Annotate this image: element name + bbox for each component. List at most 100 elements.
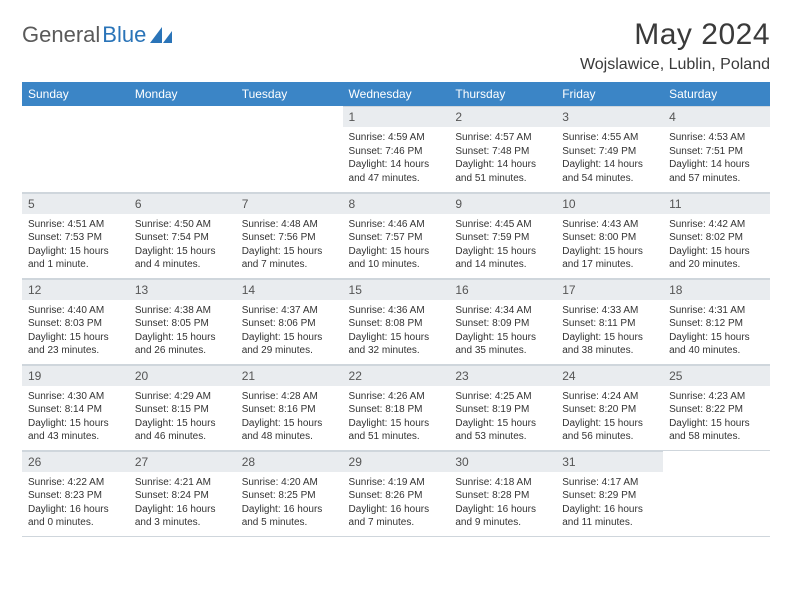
day-details: Sunrise: 4:34 AMSunset: 8:09 PMDaylight:… <box>449 300 556 364</box>
calendar-day-cell: 10Sunrise: 4:43 AMSunset: 8:00 PMDayligh… <box>556 192 663 278</box>
day-details: Sunrise: 4:40 AMSunset: 8:03 PMDaylight:… <box>22 300 129 364</box>
day-number: 14 <box>236 279 343 300</box>
calendar-day-cell: 9Sunrise: 4:45 AMSunset: 7:59 PMDaylight… <box>449 192 556 278</box>
day-number: 18 <box>663 279 770 300</box>
day-number: 23 <box>449 365 556 386</box>
day-details: Sunrise: 4:50 AMSunset: 7:54 PMDaylight:… <box>129 214 236 278</box>
weekday-header: Sunday <box>22 82 129 106</box>
calendar-day-cell: 2Sunrise: 4:57 AMSunset: 7:48 PMDaylight… <box>449 106 556 192</box>
day-number: 8 <box>343 193 450 214</box>
day-details: Sunrise: 4:45 AMSunset: 7:59 PMDaylight:… <box>449 214 556 278</box>
weekday-header: Friday <box>556 82 663 106</box>
day-details: Sunrise: 4:24 AMSunset: 8:20 PMDaylight:… <box>556 386 663 450</box>
day-number: 2 <box>449 106 556 127</box>
day-number: 25 <box>663 365 770 386</box>
day-details: Sunrise: 4:51 AMSunset: 7:53 PMDaylight:… <box>22 214 129 278</box>
calendar-day-cell: 28Sunrise: 4:20 AMSunset: 8:25 PMDayligh… <box>236 450 343 536</box>
calendar-day-cell: 15Sunrise: 4:36 AMSunset: 8:08 PMDayligh… <box>343 278 450 364</box>
day-details: Sunrise: 4:53 AMSunset: 7:51 PMDaylight:… <box>663 127 770 191</box>
calendar-week-row: 5Sunrise: 4:51 AMSunset: 7:53 PMDaylight… <box>22 192 770 278</box>
day-details: Sunrise: 4:19 AMSunset: 8:26 PMDaylight:… <box>343 472 450 536</box>
day-number: 29 <box>343 451 450 472</box>
calendar-day-cell: 20Sunrise: 4:29 AMSunset: 8:15 PMDayligh… <box>129 364 236 450</box>
calendar-day-cell: 7Sunrise: 4:48 AMSunset: 7:56 PMDaylight… <box>236 192 343 278</box>
day-details: Sunrise: 4:18 AMSunset: 8:28 PMDaylight:… <box>449 472 556 536</box>
day-number: 11 <box>663 193 770 214</box>
day-number: 17 <box>556 279 663 300</box>
day-number: 26 <box>22 451 129 472</box>
day-details: Sunrise: 4:37 AMSunset: 8:06 PMDaylight:… <box>236 300 343 364</box>
day-number: 20 <box>129 365 236 386</box>
calendar-day-cell: 27Sunrise: 4:21 AMSunset: 8:24 PMDayligh… <box>129 450 236 536</box>
day-number: 1 <box>343 106 450 127</box>
day-details: Sunrise: 4:59 AMSunset: 7:46 PMDaylight:… <box>343 127 450 191</box>
day-details: Sunrise: 4:43 AMSunset: 8:00 PMDaylight:… <box>556 214 663 278</box>
day-number: 15 <box>343 279 450 300</box>
day-details: Sunrise: 4:55 AMSunset: 7:49 PMDaylight:… <box>556 127 663 191</box>
day-number: 30 <box>449 451 556 472</box>
calendar-day-cell: 17Sunrise: 4:33 AMSunset: 8:11 PMDayligh… <box>556 278 663 364</box>
calendar-day-cell: 14Sunrise: 4:37 AMSunset: 8:06 PMDayligh… <box>236 278 343 364</box>
brand-part1: General <box>22 22 100 48</box>
calendar-day-cell: 31Sunrise: 4:17 AMSunset: 8:29 PMDayligh… <box>556 450 663 536</box>
calendar-day-cell <box>236 106 343 192</box>
calendar-day-cell: 29Sunrise: 4:19 AMSunset: 8:26 PMDayligh… <box>343 450 450 536</box>
calendar-body: 1Sunrise: 4:59 AMSunset: 7:46 PMDaylight… <box>22 106 770 536</box>
day-details: Sunrise: 4:17 AMSunset: 8:29 PMDaylight:… <box>556 472 663 536</box>
day-details: Sunrise: 4:25 AMSunset: 8:19 PMDaylight:… <box>449 386 556 450</box>
calendar-day-cell: 1Sunrise: 4:59 AMSunset: 7:46 PMDaylight… <box>343 106 450 192</box>
calendar-day-cell: 30Sunrise: 4:18 AMSunset: 8:28 PMDayligh… <box>449 450 556 536</box>
calendar-day-cell <box>22 106 129 192</box>
day-number: 22 <box>343 365 450 386</box>
calendar-day-cell: 25Sunrise: 4:23 AMSunset: 8:22 PMDayligh… <box>663 364 770 450</box>
day-details: Sunrise: 4:46 AMSunset: 7:57 PMDaylight:… <box>343 214 450 278</box>
day-number: 21 <box>236 365 343 386</box>
day-number: 16 <box>449 279 556 300</box>
day-details: Sunrise: 4:31 AMSunset: 8:12 PMDaylight:… <box>663 300 770 364</box>
day-number: 28 <box>236 451 343 472</box>
day-number: 6 <box>129 193 236 214</box>
day-number: 7 <box>236 193 343 214</box>
calendar-day-cell <box>663 450 770 536</box>
calendar-week-row: 12Sunrise: 4:40 AMSunset: 8:03 PMDayligh… <box>22 278 770 364</box>
weekday-header: Wednesday <box>343 82 450 106</box>
title-block: May 2024 Wojslawice, Lublin, Poland <box>580 18 770 74</box>
day-details: Sunrise: 4:30 AMSunset: 8:14 PMDaylight:… <box>22 386 129 450</box>
calendar-day-cell: 11Sunrise: 4:42 AMSunset: 8:02 PMDayligh… <box>663 192 770 278</box>
calendar-day-cell: 22Sunrise: 4:26 AMSunset: 8:18 PMDayligh… <box>343 364 450 450</box>
page-title: May 2024 <box>580 18 770 52</box>
brand-part2: Blue <box>102 22 146 48</box>
calendar-day-cell: 5Sunrise: 4:51 AMSunset: 7:53 PMDaylight… <box>22 192 129 278</box>
calendar-week-row: 26Sunrise: 4:22 AMSunset: 8:23 PMDayligh… <box>22 450 770 536</box>
calendar-day-cell: 21Sunrise: 4:28 AMSunset: 8:16 PMDayligh… <box>236 364 343 450</box>
weekday-header: Tuesday <box>236 82 343 106</box>
day-number: 3 <box>556 106 663 127</box>
day-details: Sunrise: 4:38 AMSunset: 8:05 PMDaylight:… <box>129 300 236 364</box>
day-number: 12 <box>22 279 129 300</box>
day-number: 13 <box>129 279 236 300</box>
day-number: 24 <box>556 365 663 386</box>
weekday-header: Thursday <box>449 82 556 106</box>
day-number: 5 <box>22 193 129 214</box>
day-details: Sunrise: 4:22 AMSunset: 8:23 PMDaylight:… <box>22 472 129 536</box>
calendar-day-cell: 24Sunrise: 4:24 AMSunset: 8:20 PMDayligh… <box>556 364 663 450</box>
day-number: 4 <box>663 106 770 127</box>
day-details: Sunrise: 4:26 AMSunset: 8:18 PMDaylight:… <box>343 386 450 450</box>
calendar-table: SundayMondayTuesdayWednesdayThursdayFrid… <box>22 82 770 537</box>
calendar-header-row: SundayMondayTuesdayWednesdayThursdayFrid… <box>22 82 770 106</box>
day-details: Sunrise: 4:29 AMSunset: 8:15 PMDaylight:… <box>129 386 236 450</box>
day-number: 9 <box>449 193 556 214</box>
calendar-day-cell: 16Sunrise: 4:34 AMSunset: 8:09 PMDayligh… <box>449 278 556 364</box>
calendar-week-row: 1Sunrise: 4:59 AMSunset: 7:46 PMDaylight… <box>22 106 770 192</box>
day-details: Sunrise: 4:42 AMSunset: 8:02 PMDaylight:… <box>663 214 770 278</box>
day-details: Sunrise: 4:57 AMSunset: 7:48 PMDaylight:… <box>449 127 556 191</box>
calendar-day-cell: 3Sunrise: 4:55 AMSunset: 7:49 PMDaylight… <box>556 106 663 192</box>
calendar-day-cell: 23Sunrise: 4:25 AMSunset: 8:19 PMDayligh… <box>449 364 556 450</box>
day-details: Sunrise: 4:36 AMSunset: 8:08 PMDaylight:… <box>343 300 450 364</box>
location-label: Wojslawice, Lublin, Poland <box>580 56 770 74</box>
calendar-week-row: 19Sunrise: 4:30 AMSunset: 8:14 PMDayligh… <box>22 364 770 450</box>
page-header: GeneralBlue May 2024 Wojslawice, Lublin,… <box>22 18 770 74</box>
day-number: 27 <box>129 451 236 472</box>
day-details: Sunrise: 4:23 AMSunset: 8:22 PMDaylight:… <box>663 386 770 450</box>
day-number: 19 <box>22 365 129 386</box>
